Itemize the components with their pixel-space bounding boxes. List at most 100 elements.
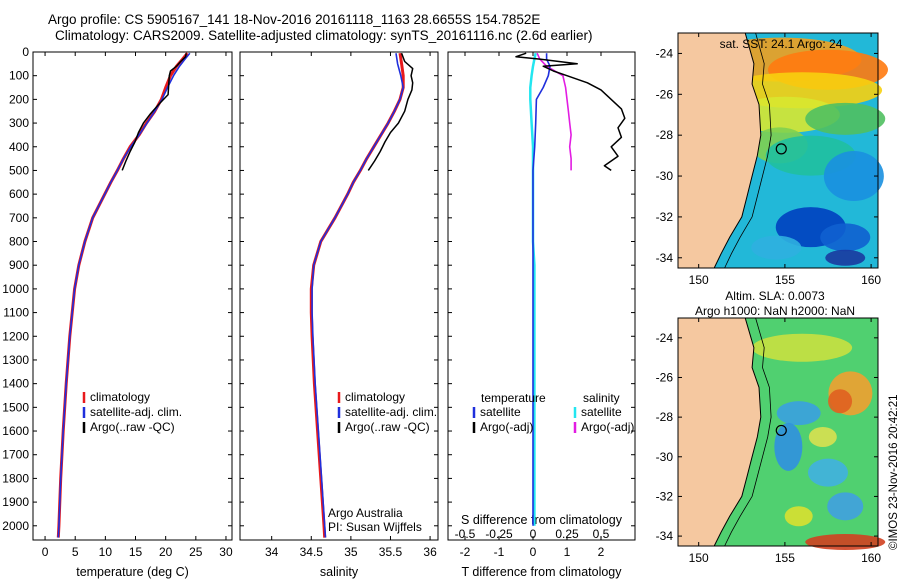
salinity-xtick-label: 35.5: [379, 545, 403, 559]
temperature-climatology-line: [56, 52, 189, 538]
difference-s-tick-label: 0.25: [555, 527, 579, 541]
sla-lat-label: -32: [656, 489, 674, 503]
sla-field-patch: [808, 426, 837, 447]
difference-plot-frame: [447, 51, 636, 541]
temperature-legend-argo-label: Argo(..raw -QC): [90, 420, 175, 434]
temperature-axis-label: temperature (deg C): [76, 565, 189, 579]
sla-lat-label: -34: [656, 529, 674, 543]
sst-field-patch: [751, 235, 802, 260]
sst-lat-label: -34: [656, 251, 674, 265]
salinity-xtick-label: 34: [265, 545, 279, 559]
sst-field-patch: [805, 102, 886, 135]
sst-lat-label: -32: [656, 210, 674, 224]
difference-t-xtick-label: 0: [530, 545, 537, 559]
sst-field-patch: [825, 249, 866, 266]
sst-field-patch: [823, 151, 884, 202]
depth-tick-label: 2000: [2, 519, 29, 533]
difference-legend-t-satellite-label: satellite: [480, 405, 521, 419]
sla-field-patch: [776, 401, 821, 426]
salinity-satellite-line: [311, 53, 405, 538]
sla-lon-label: 160: [861, 551, 881, 565]
salinity-xtick-label: 35: [344, 545, 358, 559]
sst-map: -24 -26 -28 -30 -32 -34 150 155 160: [656, 32, 888, 287]
sla-field-patch: [808, 458, 848, 487]
sst-contour: [724, 32, 772, 269]
depth-tick-label: 200: [9, 92, 29, 106]
depth-tick-label: 300: [9, 116, 29, 130]
sla-lat-label: -24: [656, 331, 674, 345]
sst-lon-label: 150: [689, 273, 709, 287]
sla-field-patch: [752, 333, 853, 362]
difference-s-tick-label: 0.5: [593, 527, 610, 541]
temperature-difference-axis-label: T difference from climatology: [461, 565, 622, 579]
difference-legend-s-argo-label: Argo(-adj): [581, 420, 634, 434]
depth-tick-label: 1300: [2, 353, 29, 367]
depth-tick-label: 1900: [2, 495, 29, 509]
difference-t-xtick-label: -1: [494, 545, 505, 559]
difference-legend-salinity-heading: salinity: [583, 391, 620, 405]
salinity-plot-frame: [239, 51, 439, 541]
sst-lon-label: 155: [775, 273, 795, 287]
depth-tick-label: 800: [9, 235, 29, 249]
difference-t-xtick-label: 2: [598, 545, 605, 559]
sla-lon-label: 150: [689, 551, 709, 565]
temperature-satellite-line: [57, 52, 191, 538]
salinity-legend-argo-label: Argo(..raw -QC): [345, 420, 430, 434]
sla-map-title: Altim. SLA: 0.0073: [725, 289, 825, 303]
salinity-axis-label: salinity: [320, 565, 359, 579]
salinity-legend-climatology-label: climatology: [345, 390, 405, 404]
sla-lat-label: -28: [656, 410, 674, 424]
climatology-title: Climatology: CARS2009. Satellite-adjuste…: [55, 28, 593, 43]
temperature-plot-frame: [32, 51, 233, 541]
sla-land: [677, 317, 762, 547]
depth-tick-label: 400: [9, 140, 29, 154]
salinity-difference-argo-line: [536, 52, 572, 171]
difference-legend-temperature-heading: temperature: [481, 391, 546, 405]
depth-tick-label: 500: [9, 163, 29, 177]
sla-lon-label: 155: [775, 551, 795, 565]
depth-tick-label: 1000: [2, 282, 29, 296]
salinity-xtick-label: 36: [423, 545, 437, 559]
sst-lat-label: -26: [656, 87, 674, 101]
depth-tick-label: 1400: [2, 377, 29, 391]
depth-tick-label: 100: [9, 69, 29, 83]
sla-field-patch: [784, 506, 813, 527]
depth-tick-label: 1700: [2, 448, 29, 462]
sst-land: [677, 32, 762, 269]
temperature-argo-line: [121, 53, 187, 171]
temperature-legend-satellite-label: satellite-adj. clim.: [90, 405, 182, 419]
difference-legend-t-argo-label: Argo(-adj): [480, 420, 533, 434]
sla-field-patch: [774, 422, 803, 471]
difference-legend-s-satellite-label: satellite: [581, 405, 622, 419]
sla-field-patch: [827, 492, 864, 521]
sla-frame: [677, 317, 879, 547]
temperature-xtick-label: 15: [129, 545, 143, 559]
sst-frame: [677, 32, 879, 269]
sst-lon-label: 160: [861, 273, 881, 287]
profile-title: Argo profile: CS 5905167_141 18-Nov-2016…: [48, 12, 541, 27]
temperature-xtick-label: 5: [72, 545, 79, 559]
depth-tick-label: 1500: [2, 400, 29, 414]
difference-s-tick-label: -0.25: [485, 527, 513, 541]
temperature-xtick-label: 0: [42, 545, 49, 559]
sst-lat-label: -24: [656, 46, 674, 60]
sla-lat-label: -30: [656, 450, 674, 464]
temperature-difference-satellite-line: [532, 53, 551, 526]
argo-australia-text: Argo Australia: [328, 506, 403, 520]
depth-tick-label: 1200: [2, 329, 29, 343]
sst-lat-label: -30: [656, 169, 674, 183]
sst-map-title: sat. SST: 24.1 Argo: 24: [720, 37, 843, 51]
sla-field-patch: [828, 389, 853, 414]
depth-tick-label: 1100: [3, 306, 29, 320]
pi-name-text: PI: Susan Wijffels: [328, 520, 422, 534]
salinity-climatology-line: [309, 52, 405, 538]
temperature-xtick-label: 10: [99, 545, 113, 559]
sla-argo-position-marker: [775, 424, 787, 437]
sla-map-subtitle: Argo h1000: NaN h2000: NaN: [695, 304, 855, 318]
salinity-xtick-label: 34.5: [300, 545, 324, 559]
depth-tick-label: 0: [22, 45, 29, 59]
depth-tick-label: 1600: [2, 424, 29, 438]
sla-field-patch: [805, 534, 886, 551]
sla-map: -24 -26 -28 -30 -32 -34 150 155 160: [656, 317, 886, 565]
